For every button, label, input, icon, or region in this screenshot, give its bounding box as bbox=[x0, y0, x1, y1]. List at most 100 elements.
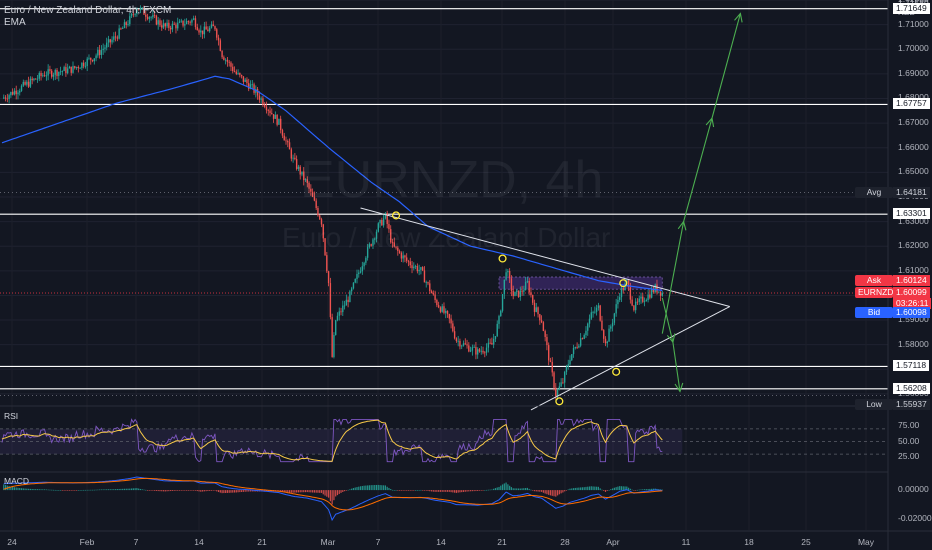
candle-body bbox=[251, 84, 253, 86]
candle-body bbox=[104, 47, 106, 49]
macd-histogram-bar bbox=[203, 490, 205, 492]
macd-histogram-bar bbox=[154, 490, 156, 491]
candle-body bbox=[329, 283, 332, 318]
candle-body bbox=[287, 141, 289, 143]
level-price-label: 1.63301 bbox=[893, 208, 930, 220]
macd-histogram-bar bbox=[500, 485, 502, 491]
macd-histogram-bar bbox=[118, 488, 120, 491]
macd-histogram-bar bbox=[581, 487, 584, 491]
candle-body bbox=[533, 302, 536, 312]
price-tick-label: 1.66000 bbox=[898, 141, 929, 152]
candle-body bbox=[285, 140, 287, 142]
macd-histogram-bar bbox=[530, 489, 532, 491]
candle-body bbox=[443, 306, 445, 313]
candle-body bbox=[636, 301, 639, 303]
candle-body bbox=[597, 305, 600, 308]
candle-body bbox=[70, 66, 72, 73]
pivot-marker bbox=[498, 254, 507, 263]
macd-histogram-bar bbox=[544, 490, 546, 494]
macd-histogram-bar bbox=[100, 489, 102, 491]
macd-histogram-bar bbox=[210, 490, 213, 491]
candle-body bbox=[652, 289, 655, 292]
macd-histogram-bar bbox=[541, 490, 543, 492]
macd-histogram-bar bbox=[35, 489, 37, 491]
candle-body bbox=[27, 81, 30, 87]
candle-body bbox=[606, 341, 608, 344]
candle-body bbox=[436, 299, 438, 306]
macd-histogram-bar bbox=[567, 489, 569, 491]
macd-histogram-bar bbox=[159, 490, 161, 492]
candle-body bbox=[569, 360, 571, 365]
candle-body bbox=[530, 292, 532, 296]
macd-histogram-bar bbox=[462, 490, 465, 492]
macd-histogram-bar bbox=[249, 490, 252, 492]
macd-histogram-bar bbox=[450, 490, 452, 493]
candle-body bbox=[246, 79, 248, 84]
macd-histogram-bar bbox=[622, 486, 624, 491]
rsi-label[interactable]: RSI bbox=[4, 411, 19, 421]
macd-histogram-bar bbox=[216, 490, 218, 492]
macd-histogram-bar bbox=[336, 490, 339, 496]
price-tick-label: 1.61000 bbox=[898, 264, 929, 275]
candle-body bbox=[500, 310, 502, 317]
candle-body bbox=[374, 238, 376, 240]
macd-histogram-bar bbox=[10, 486, 12, 491]
macd-label[interactable]: MACD bbox=[4, 476, 30, 486]
candle-body bbox=[226, 59, 229, 62]
ema-indicator-label[interactable]: EMA bbox=[4, 17, 26, 28]
candle-body bbox=[208, 27, 211, 32]
macd-histogram-bar bbox=[480, 490, 482, 491]
candle-body bbox=[11, 91, 14, 95]
macd-histogram-bar bbox=[443, 490, 445, 492]
macd-histogram-bar bbox=[411, 490, 413, 491]
candle-body bbox=[146, 16, 149, 19]
candle-body bbox=[97, 49, 99, 56]
macd-histogram-bar bbox=[386, 486, 388, 491]
macd-histogram-bar bbox=[47, 489, 49, 491]
price-tick-label: 1.68000 bbox=[898, 92, 929, 102]
candle-body bbox=[386, 213, 388, 224]
macd-histogram-bar bbox=[70, 490, 72, 491]
candle-body bbox=[189, 21, 191, 23]
macd-histogram-bar bbox=[583, 487, 585, 491]
candle-body bbox=[324, 238, 326, 256]
macd-histogram-bar bbox=[54, 489, 56, 491]
candle-body bbox=[461, 345, 463, 347]
candle-body bbox=[427, 282, 429, 284]
candle-body bbox=[471, 347, 474, 351]
macd-histogram-bar bbox=[251, 490, 253, 492]
candle-body bbox=[185, 21, 188, 25]
candle-body bbox=[20, 85, 23, 91]
candle-body bbox=[311, 191, 314, 197]
macd-histogram-bar bbox=[430, 490, 433, 492]
candle-body bbox=[253, 84, 255, 93]
candle-body bbox=[466, 344, 468, 346]
symbol-title[interactable]: Euro / New Zealand Dollar, 4h, FXCM bbox=[4, 5, 172, 16]
candle-body bbox=[336, 315, 339, 321]
candle-body bbox=[578, 345, 580, 348]
candle-body bbox=[75, 66, 78, 68]
candle-body bbox=[297, 166, 300, 169]
candle-body bbox=[279, 118, 282, 131]
candle-body bbox=[10, 91, 12, 96]
candle-body bbox=[232, 66, 234, 72]
macd-histogram-bar bbox=[146, 490, 149, 491]
candle-body bbox=[66, 68, 69, 74]
macd-histogram-bar bbox=[292, 490, 294, 493]
candle-body bbox=[15, 90, 17, 95]
macd-histogram-bar bbox=[367, 485, 369, 491]
macd-histogram-bar bbox=[233, 490, 236, 493]
macd-histogram-bar bbox=[558, 490, 560, 495]
candle-body bbox=[13, 90, 16, 95]
macd-histogram-bar bbox=[283, 490, 285, 493]
candle-body bbox=[143, 7, 145, 15]
macd-histogram-bar bbox=[225, 490, 227, 493]
candle-body bbox=[281, 130, 284, 136]
macd-histogram-bar bbox=[659, 489, 662, 491]
candle-body bbox=[242, 76, 245, 82]
macd-histogram-bar bbox=[351, 488, 353, 491]
macd-histogram-bar bbox=[244, 490, 246, 492]
macd-histogram-bar bbox=[278, 490, 280, 492]
candle-body bbox=[414, 266, 417, 267]
